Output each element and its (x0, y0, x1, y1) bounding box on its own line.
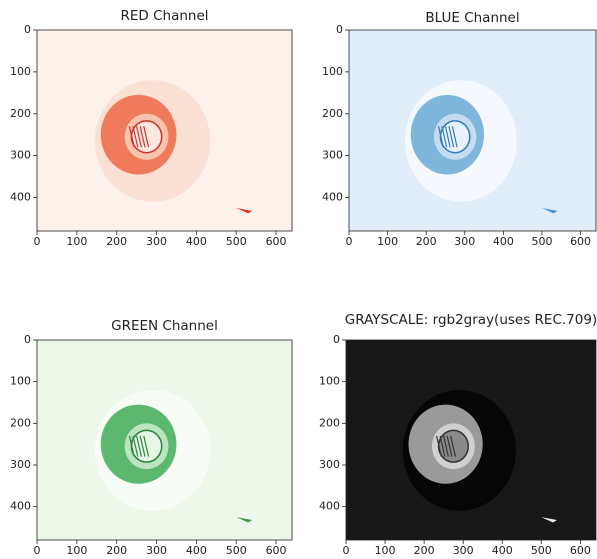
y-tick-label: 100 (322, 65, 343, 78)
y-tick-label: 400 (10, 191, 31, 204)
x-tick-label: 100 (66, 544, 87, 557)
y-tick-label: 400 (10, 500, 31, 513)
stripe (139, 126, 146, 148)
y-tick-label: 400 (319, 500, 340, 513)
stripe (132, 126, 139, 148)
y-tick-label: 0 (333, 333, 340, 346)
axes-frame (36, 339, 293, 541)
axes-frame (36, 29, 293, 232)
image-content (37, 30, 292, 231)
y-tick-label: 300 (322, 149, 343, 162)
stripe (444, 126, 451, 148)
stripe (446, 435, 453, 457)
image-content (37, 340, 292, 540)
x-tick-label: 0 (346, 235, 353, 248)
spot (236, 207, 253, 214)
y-tick-label: 0 (24, 23, 31, 36)
stripe (136, 435, 142, 457)
y-tick-label: 400 (322, 191, 343, 204)
image-content (346, 340, 596, 540)
x-tick-label: 500 (531, 544, 552, 557)
subplot-title: RED Channel (120, 8, 208, 24)
stripe (436, 435, 442, 457)
x-tick-label: 400 (186, 544, 207, 557)
image (37, 30, 292, 231)
spot (236, 517, 253, 523)
x-tick-label: 500 (531, 235, 552, 248)
stripe (139, 435, 146, 457)
stripe (437, 126, 444, 148)
x-tick-label: 200 (106, 544, 127, 557)
y-tick-label: 200 (322, 107, 343, 120)
x-tick-label: 300 (146, 235, 167, 248)
y-tick-label: 200 (10, 416, 31, 429)
y-tick-label: 100 (319, 375, 340, 388)
y-tick-label: 200 (319, 416, 340, 429)
x-tick-label: 0 (343, 544, 350, 557)
y-tick-label: 300 (10, 149, 31, 162)
stripe (451, 126, 458, 148)
stripe (443, 435, 449, 457)
spot (541, 207, 558, 214)
y-tick-label: 100 (10, 65, 31, 78)
stripe (439, 435, 446, 457)
stripe (143, 435, 150, 457)
subplot-title: GRAYSCALE: rgb2gray(uses REC.709) (345, 312, 597, 328)
y-tick-label: 0 (336, 23, 343, 36)
subplot-title: BLUE Channel (425, 10, 519, 26)
x-tick-label: 600 (266, 544, 287, 557)
stripe (128, 435, 135, 457)
x-tick-label: 400 (186, 235, 207, 248)
x-tick-label: 500 (226, 235, 247, 248)
stripe (450, 435, 456, 457)
x-tick-label: 600 (570, 235, 591, 248)
x-tick-label: 500 (226, 544, 247, 557)
x-tick-label: 600 (570, 544, 591, 557)
stripe (136, 126, 142, 148)
subplot-title: GREEN Channel (111, 318, 218, 334)
image (349, 30, 596, 231)
x-tick-label: 0 (34, 544, 41, 557)
image-content (349, 30, 596, 231)
spot (541, 517, 557, 523)
axes-frame (345, 339, 597, 541)
x-tick-label: 200 (414, 544, 435, 557)
x-tick-label: 200 (106, 235, 127, 248)
x-tick-label: 0 (34, 235, 41, 248)
x-tick-label: 100 (377, 235, 398, 248)
y-tick-label: 0 (24, 333, 31, 346)
x-tick-label: 100 (375, 544, 396, 557)
stripe (448, 126, 455, 148)
stripe (441, 126, 448, 148)
stripe (128, 126, 135, 148)
y-tick-label: 300 (10, 458, 31, 471)
image (37, 340, 292, 540)
y-tick-label: 300 (319, 458, 340, 471)
axes-frame (348, 29, 597, 232)
image (346, 340, 596, 540)
x-tick-label: 400 (492, 544, 513, 557)
y-tick-label: 100 (10, 375, 31, 388)
x-tick-label: 400 (493, 235, 514, 248)
x-tick-label: 200 (416, 235, 437, 248)
x-tick-label: 300 (454, 235, 475, 248)
stripe (132, 435, 139, 457)
y-tick-label: 200 (10, 107, 31, 120)
x-tick-label: 300 (453, 544, 474, 557)
x-tick-label: 600 (266, 235, 287, 248)
x-tick-label: 100 (66, 235, 87, 248)
x-tick-label: 300 (146, 544, 167, 557)
stripe (143, 126, 150, 148)
